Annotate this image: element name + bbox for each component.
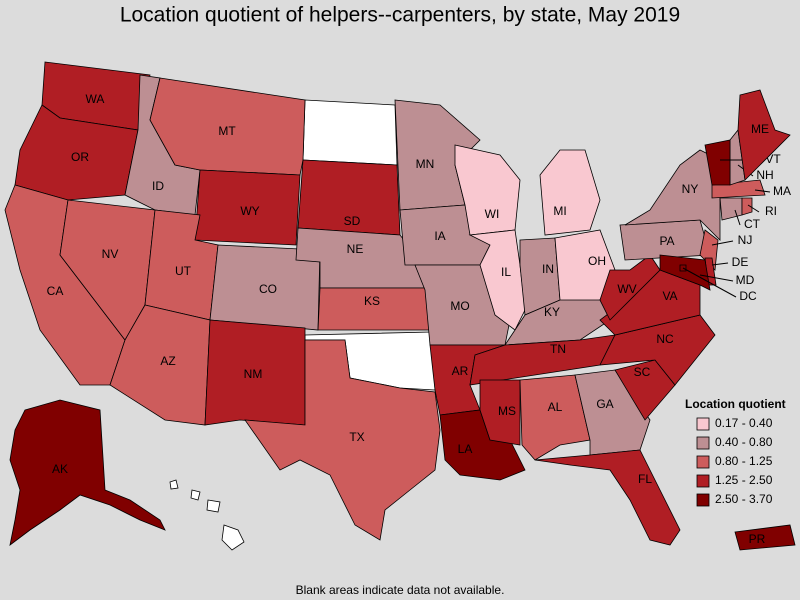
state-shape <box>9 399 166 546</box>
leader-line <box>711 240 734 246</box>
state-label: CO <box>259 282 277 296</box>
legend-label: 0.80 - 1.25 <box>715 454 773 468</box>
state-label: ID <box>152 179 164 193</box>
state-label: NV <box>102 247 119 261</box>
state-label: NC <box>656 332 674 346</box>
state-shape <box>741 197 753 216</box>
leader-line <box>747 204 760 213</box>
legend-label: 0.17 - 0.40 <box>715 416 773 430</box>
state-label: NM <box>244 367 263 381</box>
state-label: DE <box>732 255 749 269</box>
legend-swatch <box>696 474 710 488</box>
legend-label: 1.25 - 2.50 <box>715 473 773 487</box>
state-shape <box>699 229 719 271</box>
legend-label: 2.50 - 3.70 <box>715 492 773 506</box>
state-label: KS <box>364 294 380 308</box>
state-label: PA <box>659 234 674 248</box>
state-label: MT <box>218 124 236 138</box>
legend-title: Location quotient <box>685 397 786 411</box>
legend-swatch <box>696 436 710 450</box>
state-label: CT <box>744 217 761 231</box>
state-shape <box>221 524 245 551</box>
legend: Location quotient 0.17 - 0.40 0.40 - 0.80… <box>685 397 786 507</box>
state-label: MN <box>416 157 435 171</box>
state-label: AZ <box>160 354 175 368</box>
legend-swatch <box>696 455 710 469</box>
state-shape <box>704 139 731 186</box>
state-shape <box>302 99 398 166</box>
state-shape <box>504 299 611 346</box>
state-label: IA <box>434 229 445 243</box>
leader-line <box>711 262 729 266</box>
state-label: TN <box>550 342 566 356</box>
state-label: NJ <box>738 233 753 247</box>
state-label: AL <box>548 400 563 414</box>
state-shape <box>534 449 681 546</box>
state-label: PR <box>749 532 766 546</box>
state-label: UT <box>175 264 192 278</box>
state-label: LA <box>458 442 473 456</box>
state-shape <box>734 524 796 551</box>
state-label: WV <box>617 282 636 296</box>
legend-swatch <box>696 493 710 507</box>
state-label: IN <box>542 262 554 276</box>
state-label: MS <box>498 404 516 418</box>
state-shape <box>599 254 661 321</box>
map-title: Location quotient of helpers--carpenters… <box>120 4 680 27</box>
legend-label: 0.40 - 0.80 <box>715 435 773 449</box>
leader-line <box>734 209 741 226</box>
leader-line <box>754 189 771 193</box>
state-shape <box>737 89 791 181</box>
state-label: NE <box>347 242 364 256</box>
state-label: TX <box>349 430 364 444</box>
state-shape <box>190 489 201 501</box>
state-label: WY <box>240 204 259 218</box>
state-label: CA <box>47 284 64 298</box>
legend-swatch <box>696 417 710 431</box>
state-shape <box>206 499 221 513</box>
leader-line <box>682 267 737 298</box>
state-label: WA <box>86 92 105 106</box>
state-label: AK <box>52 462 68 476</box>
state-label: KY <box>544 305 560 319</box>
state-label: FL <box>638 472 652 486</box>
state-label: OH <box>588 254 606 268</box>
state-label: MA <box>773 184 791 198</box>
state-label: AR <box>452 364 469 378</box>
state-label: SD <box>344 214 361 228</box>
state-shape <box>169 479 179 490</box>
state-label: SC <box>634 365 651 379</box>
state-label: NY <box>682 182 699 196</box>
state-shape <box>659 254 711 291</box>
state-shape <box>14 104 139 201</box>
state-label: RI <box>765 204 777 218</box>
state-label: MD <box>736 273 755 287</box>
state-label: VA <box>662 289 677 303</box>
state-shape <box>479 379 521 446</box>
state-label: MI <box>553 204 566 218</box>
state-label: GA <box>596 397 613 411</box>
state-label: ME <box>751 122 769 136</box>
state-label: MO <box>450 299 469 313</box>
state-label: NH <box>756 168 773 182</box>
states: WA OR CA NV ID MT WY UT AZ CO NM SD NE KS TX MN IA MO AR LA… <box>4 61 796 551</box>
leader-line <box>699 274 734 282</box>
state-shape <box>244 339 441 541</box>
state-label: DC <box>739 289 757 303</box>
footnote: Blank areas indicate data not available. <box>296 583 505 597</box>
state-label: OR <box>71 150 89 164</box>
state-label: WI <box>485 207 500 221</box>
state-label: IL <box>501 265 511 279</box>
state-shape <box>539 149 601 236</box>
